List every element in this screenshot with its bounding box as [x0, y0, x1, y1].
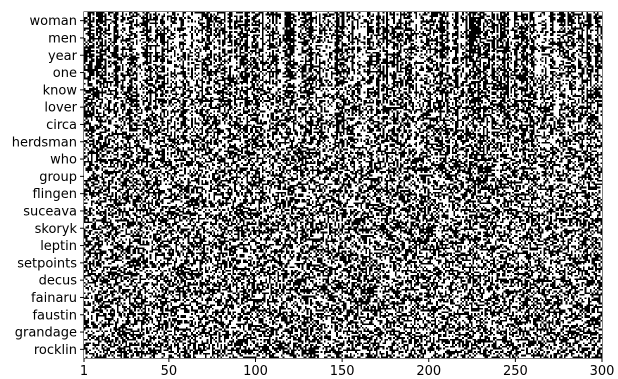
y-tick-label: setpoints [17, 256, 77, 271]
x-tick-label: 50 [161, 364, 178, 379]
y-tick-label: faustin [32, 308, 77, 323]
y-tick-label: lover [44, 101, 77, 116]
x-tick-label: 1 [80, 364, 88, 379]
y-tick-label: circa [46, 118, 77, 133]
x-tick-label: 100 [243, 364, 268, 379]
x-tick-label: 150 [330, 364, 355, 379]
x-tick-label: 300 [590, 364, 615, 379]
y-tick-label: skoryk [35, 222, 78, 237]
heatmap-cells [84, 12, 602, 358]
y-tick-label: group [39, 170, 77, 185]
x-tick-label: 250 [503, 364, 528, 379]
y-tick-label: men [48, 31, 77, 46]
y-tick-label: flingen [32, 187, 77, 202]
y-tick-label: herdsman [12, 135, 77, 150]
y-tick-label: suceava [23, 204, 77, 219]
y-tick-label: decus [39, 274, 78, 289]
y-tick-label: rocklin [34, 343, 77, 358]
y-tick-label: grandage [15, 326, 77, 341]
y-tick-label: one [53, 66, 77, 81]
y-tick-label: who [50, 153, 77, 168]
y-axis-ticks: woman men year one know lover circa herdsman who… [12, 14, 84, 358]
y-tick-label: know [43, 83, 78, 98]
y-tick-label: woman [30, 14, 77, 29]
y-tick-label: fainaru [31, 291, 77, 306]
y-tick-label: year [48, 49, 78, 64]
y-tick-label: leptin [40, 239, 77, 254]
x-tick-label: 200 [416, 364, 441, 379]
x-axis-ticks: 1 50 100 150 200 250 300 [80, 358, 615, 379]
